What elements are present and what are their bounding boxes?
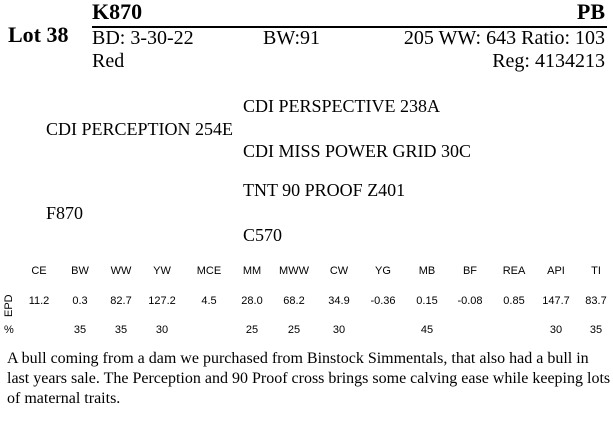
percentile-row-label: % <box>4 324 14 336</box>
epd-value-cell-bf: -0.08 <box>457 295 483 307</box>
epd-value-cell-rea: 0.85 <box>503 295 525 307</box>
animal-color: Red <box>92 50 125 72</box>
epd-values-row: 11.2 0.3 82.7 127.2 4.5 28.0 68.2 34.9 -0.36 0.15… <box>0 295 613 311</box>
epd-percentile-row: 35 35 30 25 25 30 45 30 35 <box>0 324 613 340</box>
epd-header-cell-mww: MWW <box>279 265 309 277</box>
birth-date: BD: 3-30-22 <box>92 27 194 49</box>
epd-value-cell-mce: 4.5 <box>201 295 217 307</box>
weaning-weight: 205 WW: 643 Ratio: 103 <box>403 27 605 49</box>
epd-value-cell-ti: 83.7 <box>585 295 607 307</box>
epd-value-cell-mww: 68.2 <box>283 295 305 307</box>
epd-percentile-cell-ti: 35 <box>589 324 603 336</box>
pedigree-dam: F870 <box>46 203 84 223</box>
epd-value-cell-mm: 28.0 <box>241 295 263 307</box>
epd-header-row: CE BW WW YW MCE MM MWW CW YG MB BF REA API TI <box>0 265 613 281</box>
epd-header-cell-mce: MCE <box>196 265 222 277</box>
epd-value-cell-ww: 82.7 <box>110 295 132 307</box>
epd-value-cell-bw: 0.3 <box>72 295 88 307</box>
epd-percentile-cell-bw: 35 <box>73 324 87 336</box>
epd-value-cell-yg: -0.36 <box>370 295 396 307</box>
epd-header-cell-cw: CW <box>329 265 349 277</box>
registration-number: Reg: 4134213 <box>492 50 605 72</box>
epd-header-cell-yw: YW <box>153 265 171 277</box>
pedigree-dam-sire: TNT 90 PROOF Z401 <box>243 180 406 200</box>
epd-header-cell-ti: TI <box>591 265 601 277</box>
pedigree-sire-sire: CDI PERSPECTIVE 238A <box>243 96 441 116</box>
epd-percentile-cell-mm: 25 <box>245 324 259 336</box>
lot-number: Lot 38 <box>8 22 69 47</box>
header-rule <box>92 26 607 28</box>
epd-header-cell-yg: YG <box>375 265 391 277</box>
epd-header-cell-api: API <box>547 265 565 277</box>
epd-value-cell-mb: 0.15 <box>416 295 438 307</box>
epd-header-cell-ww: WW <box>110 265 132 277</box>
epd-value-cell-yw: 127.2 <box>148 295 176 307</box>
epd-header-cell-ce: CE <box>31 265 47 277</box>
epd-value-cell-cw: 34.9 <box>328 295 350 307</box>
birth-weight: BW:91 <box>263 27 321 49</box>
epd-percentile-cell-cw: 30 <box>332 324 346 336</box>
epd-header-cell-mm: MM <box>242 265 262 277</box>
description: A bull coming from a dam we purchased fr… <box>7 350 611 407</box>
pedigree-dam-dam: C570 <box>243 225 283 245</box>
epd-header-cell-rea: REA <box>502 265 526 277</box>
epd-percentile-cell-ww: 35 <box>114 324 128 336</box>
epd-value-cell-api: 147.7 <box>542 295 570 307</box>
pedigree-sire-dam: CDI MISS POWER GRID 30C <box>243 141 472 161</box>
animal-tag: K870 <box>92 0 143 24</box>
epd-percentile-cell-mww: 25 <box>287 324 301 336</box>
epd-percentile-cell-yw: 30 <box>155 324 169 336</box>
epd-percentile-cell-mb: 45 <box>420 324 434 336</box>
breed-code: PB <box>576 0 605 24</box>
pedigree-sire: CDI PERCEPTION 254E <box>46 119 234 139</box>
epd-header-cell-bw: BW <box>71 265 89 277</box>
epd-percentile-cell-api: 30 <box>549 324 563 336</box>
epd-value-cell-ce: 11.2 <box>28 295 50 307</box>
epd-header-cell-mb: MB <box>418 265 436 277</box>
epd-header-cell-bf: BF <box>462 265 478 277</box>
